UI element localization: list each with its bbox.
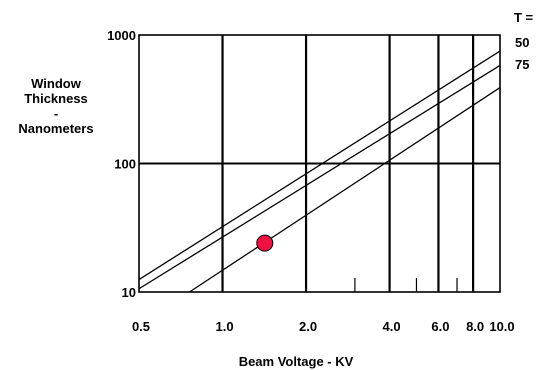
- x-tick-label: 6.0: [431, 319, 449, 334]
- series-line-2: [189, 87, 501, 293]
- x-tick-label: 1.0: [215, 319, 233, 334]
- x-tick-label: 10.0: [489, 319, 514, 334]
- y-tick-label: 10: [122, 285, 136, 300]
- legend-label-75: 75: [515, 57, 529, 72]
- y-tick-label: 100: [114, 157, 136, 172]
- y-axis-label-line: Window: [31, 76, 81, 91]
- y-axis-label: Window Thickness - Nanometers: [0, 76, 112, 136]
- minor-ticks: [354, 278, 458, 292]
- legend-title: T = %: [514, 10, 536, 25]
- plot-frame: [138, 34, 501, 293]
- x-axis-label: Beam Voltage - KV: [239, 354, 354, 369]
- x-tick-label: 8.0: [466, 319, 484, 334]
- series-lines: [138, 50, 501, 293]
- y-tick-label: 1000: [107, 28, 136, 43]
- legend-label-50: 50: [515, 35, 529, 50]
- y-tick-labels: 10 100 1000: [107, 28, 136, 300]
- y-axis-label-line: Thickness: [24, 91, 88, 106]
- series-line-1: [138, 64, 501, 290]
- series-line-0: [138, 50, 501, 281]
- data-marker: [256, 234, 274, 252]
- x-tick-label: 4.0: [383, 319, 401, 334]
- x-tick-labels: 0.5 1.0 2.0 4.0 6.0 8.0 10.0: [132, 319, 515, 334]
- gridlines: [139, 35, 500, 292]
- legend: T = % 50 75: [514, 10, 536, 72]
- x-tick-label: 2.0: [299, 319, 317, 334]
- y-axis-label-line: Nanometers: [18, 121, 94, 136]
- x-tick-label: 0.5: [132, 319, 150, 334]
- y-axis-label-line: -: [53, 106, 59, 121]
